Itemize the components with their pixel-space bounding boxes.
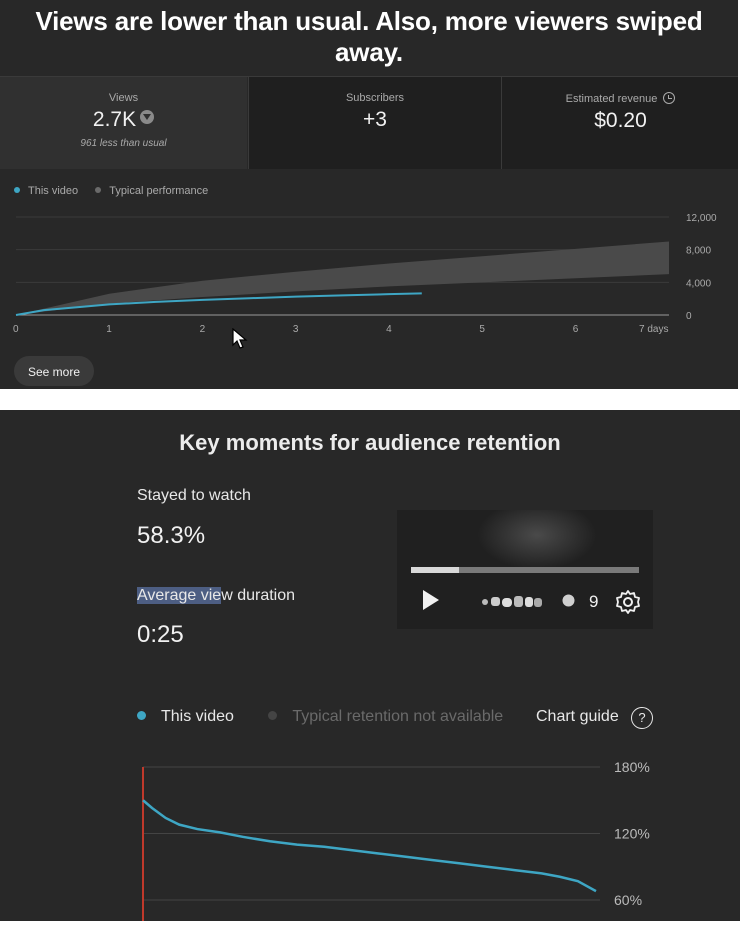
views-insight-panel: Views are lower than usual. Also, more v…	[0, 0, 738, 389]
legend-dot-typical-retention	[268, 711, 278, 720]
typical-performance-band	[16, 241, 669, 315]
metric-subscribers-value: +3	[363, 108, 387, 131]
video-player[interactable]: 9	[397, 510, 653, 629]
y-tick-label: 0	[686, 311, 692, 322]
see-more-button[interactable]: See more	[14, 356, 94, 386]
arrow-down-icon	[140, 110, 155, 124]
legend-this-video-label: This video	[28, 185, 79, 197]
metric-revenue-value: $0.20	[594, 109, 647, 132]
metric-views[interactable]: Views 2.7K 961 less than usual	[0, 77, 247, 169]
legend-typical: Typical performance	[95, 185, 208, 197]
y-tick-label: 180%	[614, 759, 650, 775]
progress-fill	[411, 567, 459, 573]
player-count: 9	[589, 592, 599, 611]
legend-dot-retention	[137, 711, 146, 720]
legend-retention-typical-label: Typical retention not available	[292, 708, 504, 725]
avd-value: 0:25	[137, 621, 184, 648]
y-tick-label: 8,000	[686, 246, 711, 257]
legend-retention-this: This video	[137, 708, 234, 725]
retention-title: Key moments for audience retention	[179, 430, 561, 455]
clock-icon[interactable]	[663, 92, 676, 104]
retention-line	[142, 799, 597, 893]
avd-label: Average view duration	[137, 587, 295, 605]
legend-retention-typical: Typical retention not available	[268, 708, 503, 725]
stayed-value: 58.3%	[137, 522, 206, 549]
y-tick-label: 60%	[614, 892, 642, 908]
selected-text: Average vie	[137, 587, 222, 604]
retention-panel: Key moments for audience retention Staye…	[0, 410, 740, 921]
avd-label-rest: w duration	[221, 587, 296, 604]
x-tick-label: 6	[573, 324, 579, 335]
y-tick-label: 12,000	[686, 213, 717, 224]
metric-cards: Views 2.7K 961 less than usual Subscribe…	[0, 76, 738, 169]
x-tick-label: 1	[106, 324, 112, 335]
retention-chart: 180% 120% 60%	[142, 759, 650, 921]
metric-views-sub: 961 less than usual	[80, 138, 167, 149]
x-tick-label: 2	[200, 324, 206, 335]
retention-legend: This video Typical retention not availab…	[137, 708, 503, 726]
metric-views-label: Views	[108, 92, 139, 104]
video-frame	[477, 510, 597, 570]
metric-revenue-label: Estimated revenue	[502, 92, 738, 105]
legend-typical-label: Typical performance	[109, 185, 209, 197]
play-icon[interactable]	[421, 589, 441, 611]
views-chart: 12,000 8,000 4,000 0 0 1 2 3 4 5 6 7 days	[13, 213, 717, 335]
legend-retention-this-label: This video	[161, 708, 234, 725]
gear-icon[interactable]	[615, 589, 641, 615]
progress-bar[interactable]	[411, 567, 639, 573]
legend-dot-typical	[95, 187, 102, 193]
metric-subscribers[interactable]: Subscribers +3	[248, 77, 501, 169]
views-value-text: 2.7K	[92, 108, 137, 131]
help-icon[interactable]: ?	[631, 707, 653, 729]
blurred-button-icon	[562, 594, 575, 607]
metric-revenue[interactable]: Estimated revenue $0.20	[501, 77, 738, 169]
metric-subscribers-label: Subscribers	[345, 92, 405, 104]
this-video-line	[15, 292, 422, 316]
mouse-cursor-icon	[232, 328, 248, 349]
legend-this-video: This video	[14, 185, 78, 197]
blurred-controls-icon	[482, 596, 542, 607]
x-tick-label: 5	[479, 324, 485, 335]
legend-dot-this-video	[14, 187, 20, 193]
y-tick-label: 120%	[614, 826, 650, 842]
views-chart-legend: This video Typical performance	[14, 185, 222, 197]
x-tick-label: 0	[13, 324, 19, 335]
x-tick-label: 7 days	[639, 324, 668, 335]
stayed-label: Stayed to watch	[137, 487, 251, 504]
insight-headline: Views are lower than usual. Also, more v…	[35, 6, 703, 67]
x-tick-label: 4	[386, 324, 392, 335]
revenue-label-text: Estimated revenue	[565, 93, 658, 105]
x-tick-label: 3	[293, 324, 299, 335]
metric-views-value: 2.7K	[0, 108, 247, 132]
y-tick-label: 4,000	[686, 278, 711, 289]
chart-guide-link[interactable]: Chart guide	[536, 708, 619, 725]
